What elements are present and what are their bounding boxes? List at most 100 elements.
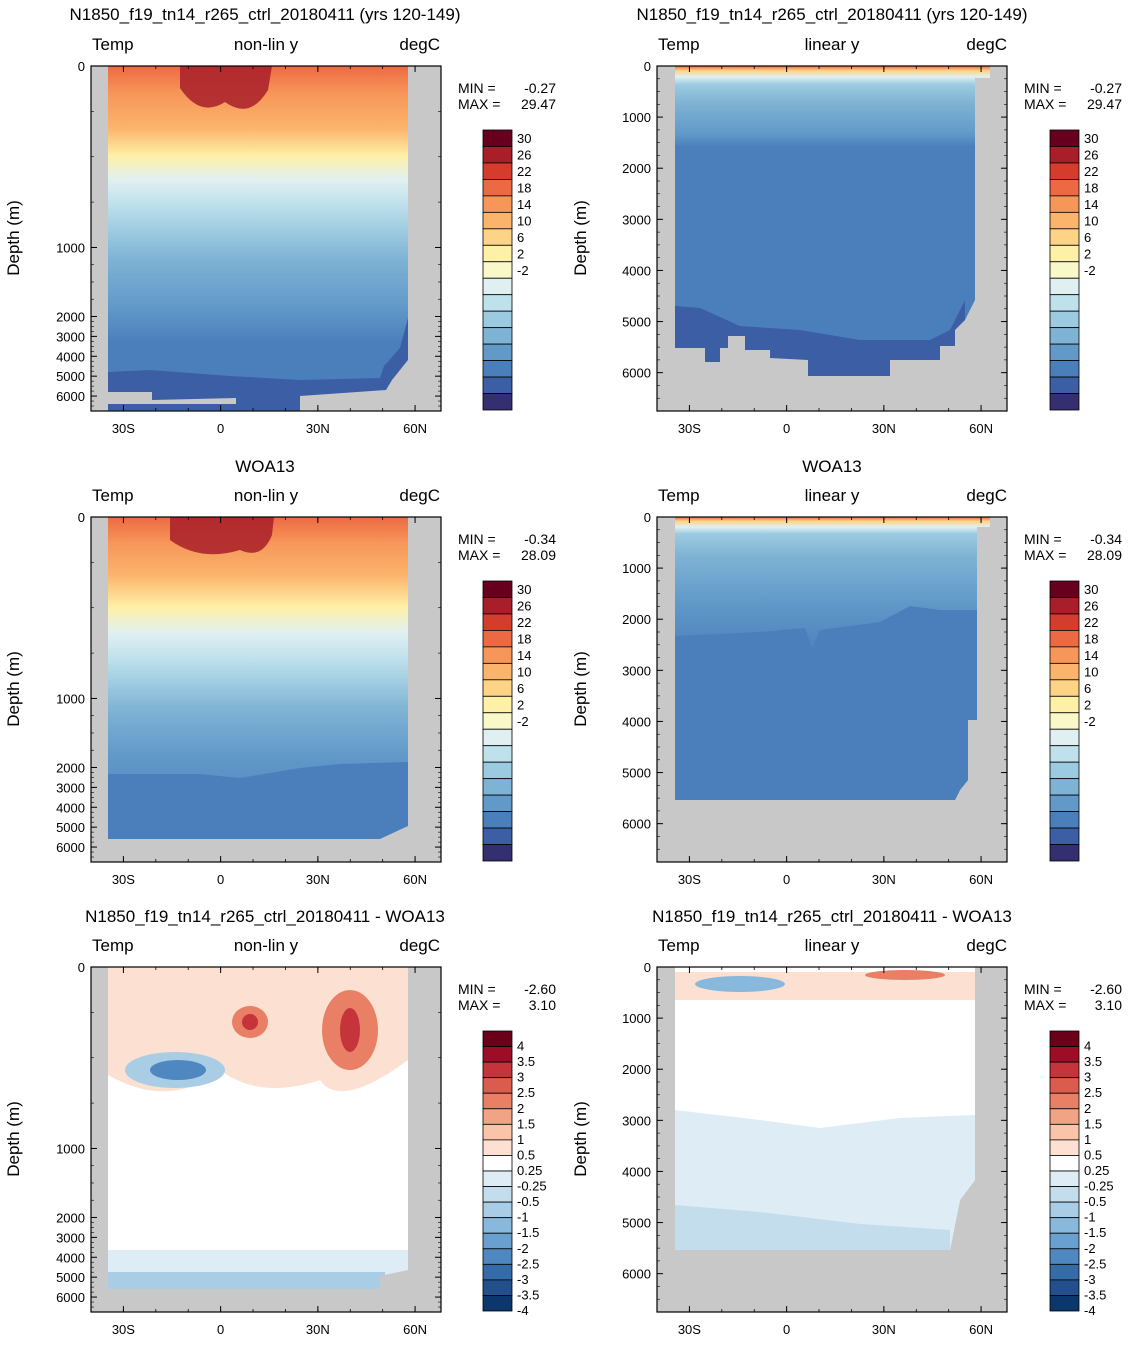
colorbar-box [1049,360,1080,378]
colorbar-box [482,827,513,845]
colorbar-label: 18 [517,632,531,647]
x-tick-label: 30N [306,1322,330,1337]
warm-core [170,517,274,555]
colorbar-box [482,179,513,197]
colorbar-label: -2.5 [1084,1256,1106,1271]
colorbar-box [1049,244,1080,263]
colorbar-box [482,613,513,631]
x-tick-label: 0 [217,421,224,436]
plot-area [656,966,1008,1313]
colorbar-box [1049,195,1080,213]
yscale-label: non-lin y [234,35,299,54]
colorbar-label: 22 [517,164,531,179]
plot-frame [90,65,442,412]
plot-frame [656,966,1008,1313]
colorbar-label: -0.25 [517,1179,547,1194]
colorbar-box [1049,1077,1080,1094]
yscale-label: non-lin y [234,486,299,505]
colorbar-box [1049,1248,1080,1265]
colorbar-box [1049,327,1080,345]
colorbar-box [482,1030,513,1047]
x-tick-label: 30S [112,872,135,887]
colorbar-box [1049,1295,1080,1312]
colorbar-label: 1.5 [1084,1116,1102,1131]
y-tick-label: 3000 [622,663,651,678]
y-tick-label: 2000 [622,161,651,176]
plot-area [656,65,1008,412]
x-tick-label: 0 [217,1322,224,1337]
y-tick-label: 6000 [56,840,85,855]
colorbar-label: 10 [1084,665,1098,680]
colorbar-label: -0.5 [517,1194,539,1209]
colorbar-box [482,1123,513,1141]
colorbar-box [482,376,513,394]
y-axis-label: Depth (m) [571,200,590,276]
colorbar-box [482,1061,513,1079]
x-tick-label: 0 [783,1322,790,1337]
variable-label: Temp [92,936,134,955]
colorbar-box [1049,129,1080,147]
colorbar-box [1049,228,1080,246]
colorbar-box [1049,1046,1080,1063]
x-tick-label: 30N [872,1322,896,1337]
colorbar-label: 0.25 [1084,1163,1109,1178]
min-label: MIN = [1024,80,1062,96]
min-value: -0.27 [1090,80,1122,96]
y-tick-label: 3000 [622,1113,651,1128]
y-tick-label: 4000 [56,800,85,815]
y-tick-label: 1000 [622,1011,651,1026]
y-tick-label: 2000 [56,760,85,775]
surface-warm-anomaly [865,970,945,980]
colorbar-box [482,129,513,147]
colorbar-label: 1 [1084,1132,1091,1147]
deep-layer [108,762,408,839]
colorbar-label: -4 [517,1303,529,1318]
colorbar: 43.532.521.510.50.25-0.25-0.5-1-1.5-2-2.… [1049,1030,1114,1318]
min-value: -2.60 [1090,981,1122,997]
max-value: 29.47 [1087,96,1122,112]
plot-frame [656,516,1008,863]
bottom-cool-layer [675,1205,950,1250]
model-title-left: N1850_f19_tn14_r265_ctrl_20180411 (yrs 1… [70,5,461,24]
y-tick-label: 6000 [622,366,651,381]
colorbar-box [482,1108,513,1125]
panel-diff-nonlin: Temp non-lin y degC Depth (m) 30S 0 30N 60N… [4,936,556,1337]
units-label: degC [399,35,440,54]
x-tick-label: 60N [403,421,427,436]
colorbar-label: 30 [1084,582,1098,597]
colorbar-box [482,228,513,246]
colorbar-label: -1.5 [517,1225,539,1240]
colorbar-label: 0.25 [517,1163,542,1178]
y-tick-label: 0 [78,510,85,525]
warm-core [180,66,272,109]
colorbar-label: 10 [1084,214,1098,229]
y-tick-label: 4000 [622,714,651,729]
ocean-field [108,66,422,411]
colorbar-box [482,761,513,780]
x-tick-label: 30S [678,1322,701,1337]
y-axis-label: Depth (m) [4,200,23,276]
deep-layer [675,606,977,800]
panel-model-nonlin: Temp non-lin y degC Depth (m) 30S 0 30N 60N… [4,35,556,436]
colorbar-box [1049,1108,1080,1125]
colorbar-label: -1 [1084,1210,1096,1225]
colorbar-box [482,1263,513,1281]
min-value: -0.27 [524,80,556,96]
colorbar-label: -3 [1084,1272,1096,1287]
colorbar-box [1049,1217,1080,1234]
y-tick-label: 0 [78,960,85,975]
x-tick-label: 0 [783,421,790,436]
units-label: degC [966,486,1007,505]
y-tick-label: 5000 [622,766,651,781]
plot-frame [656,65,1008,412]
y-tick-label: 6000 [56,389,85,404]
bathymetry [108,1270,408,1312]
surface-cold-anomaly [695,976,785,992]
colorbar-label: 14 [517,197,531,212]
colorbar-label: 10 [517,214,531,229]
colorbar-box [482,1170,513,1187]
northern-land [408,66,422,411]
